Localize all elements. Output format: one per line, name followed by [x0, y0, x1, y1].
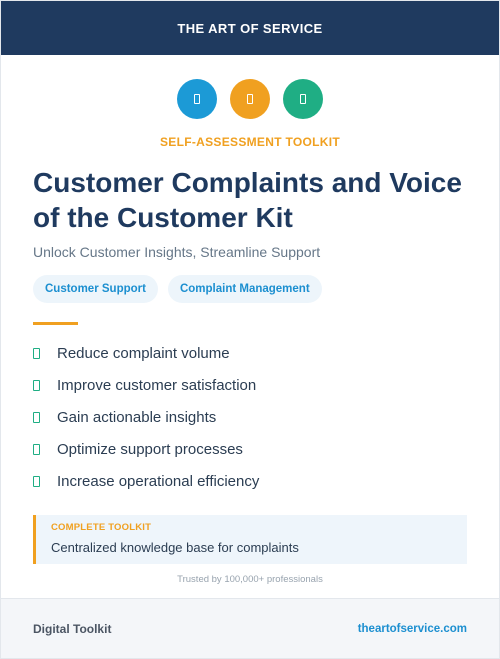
checkmark-icon — [33, 475, 40, 487]
footer-bar: Digital Toolkit theartofservice.com — [1, 598, 499, 658]
clipboard-icon — [230, 79, 270, 119]
check-icon — [283, 79, 323, 119]
trust-note: Trusted by 100,000+ professionals — [177, 574, 323, 585]
page-title: Customer Complaints and Voice of the Cus… — [33, 167, 462, 233]
header-bar: THE ART OF SERVICE — [1, 1, 499, 55]
tag-customer-support: Customer Support — [33, 275, 158, 303]
toolkit-callout: COMPLETE TOOLKIT Centralized knowledge b… — [33, 515, 467, 564]
tag-complaint-management: Complaint Management — [167, 275, 322, 303]
benefit-item: Optimize support processes — [33, 433, 467, 465]
page-subtitle: Unlock Customer Insights, Streamline Sup… — [33, 244, 321, 260]
footer-label: Digital Toolkit — [33, 621, 112, 636]
icon-row — [1, 79, 499, 119]
callout-kicker: COMPLETE TOOLKIT — [51, 522, 152, 533]
check-glyph — [300, 94, 306, 104]
benefit-item: Improve customer satisfaction — [33, 369, 467, 401]
clipboard-glyph — [247, 94, 253, 104]
brand-name: THE ART OF SERVICE — [177, 20, 323, 36]
checkmark-icon — [33, 411, 40, 423]
checkmark-icon — [33, 443, 40, 455]
tag-list: Customer Support Complaint Management — [33, 275, 467, 303]
book-icon — [177, 79, 217, 119]
book-glyph — [194, 94, 200, 104]
benefit-label: Optimize support processes — [57, 440, 243, 458]
callout-text: Centralized knowledge base for complaint… — [51, 540, 299, 555]
benefit-label: Increase operational efficiency — [57, 472, 260, 490]
accent-divider — [33, 322, 78, 325]
benefit-item: Increase operational efficiency — [33, 465, 467, 497]
benefit-item: Reduce complaint volume — [33, 337, 467, 369]
benefit-label: Reduce complaint volume — [57, 344, 230, 362]
benefit-list: Reduce complaint volume Improve customer… — [33, 337, 467, 497]
benefit-label: Gain actionable insights — [57, 408, 217, 426]
website-link[interactable]: theartofservice.com — [357, 622, 467, 635]
section-kicker: SELF-ASSESSMENT TOOLKIT — [159, 135, 341, 149]
benefit-label: Improve customer satisfaction — [57, 376, 257, 394]
checkmark-icon — [33, 379, 40, 391]
benefit-item: Gain actionable insights — [33, 401, 467, 433]
checkmark-icon — [33, 347, 40, 359]
